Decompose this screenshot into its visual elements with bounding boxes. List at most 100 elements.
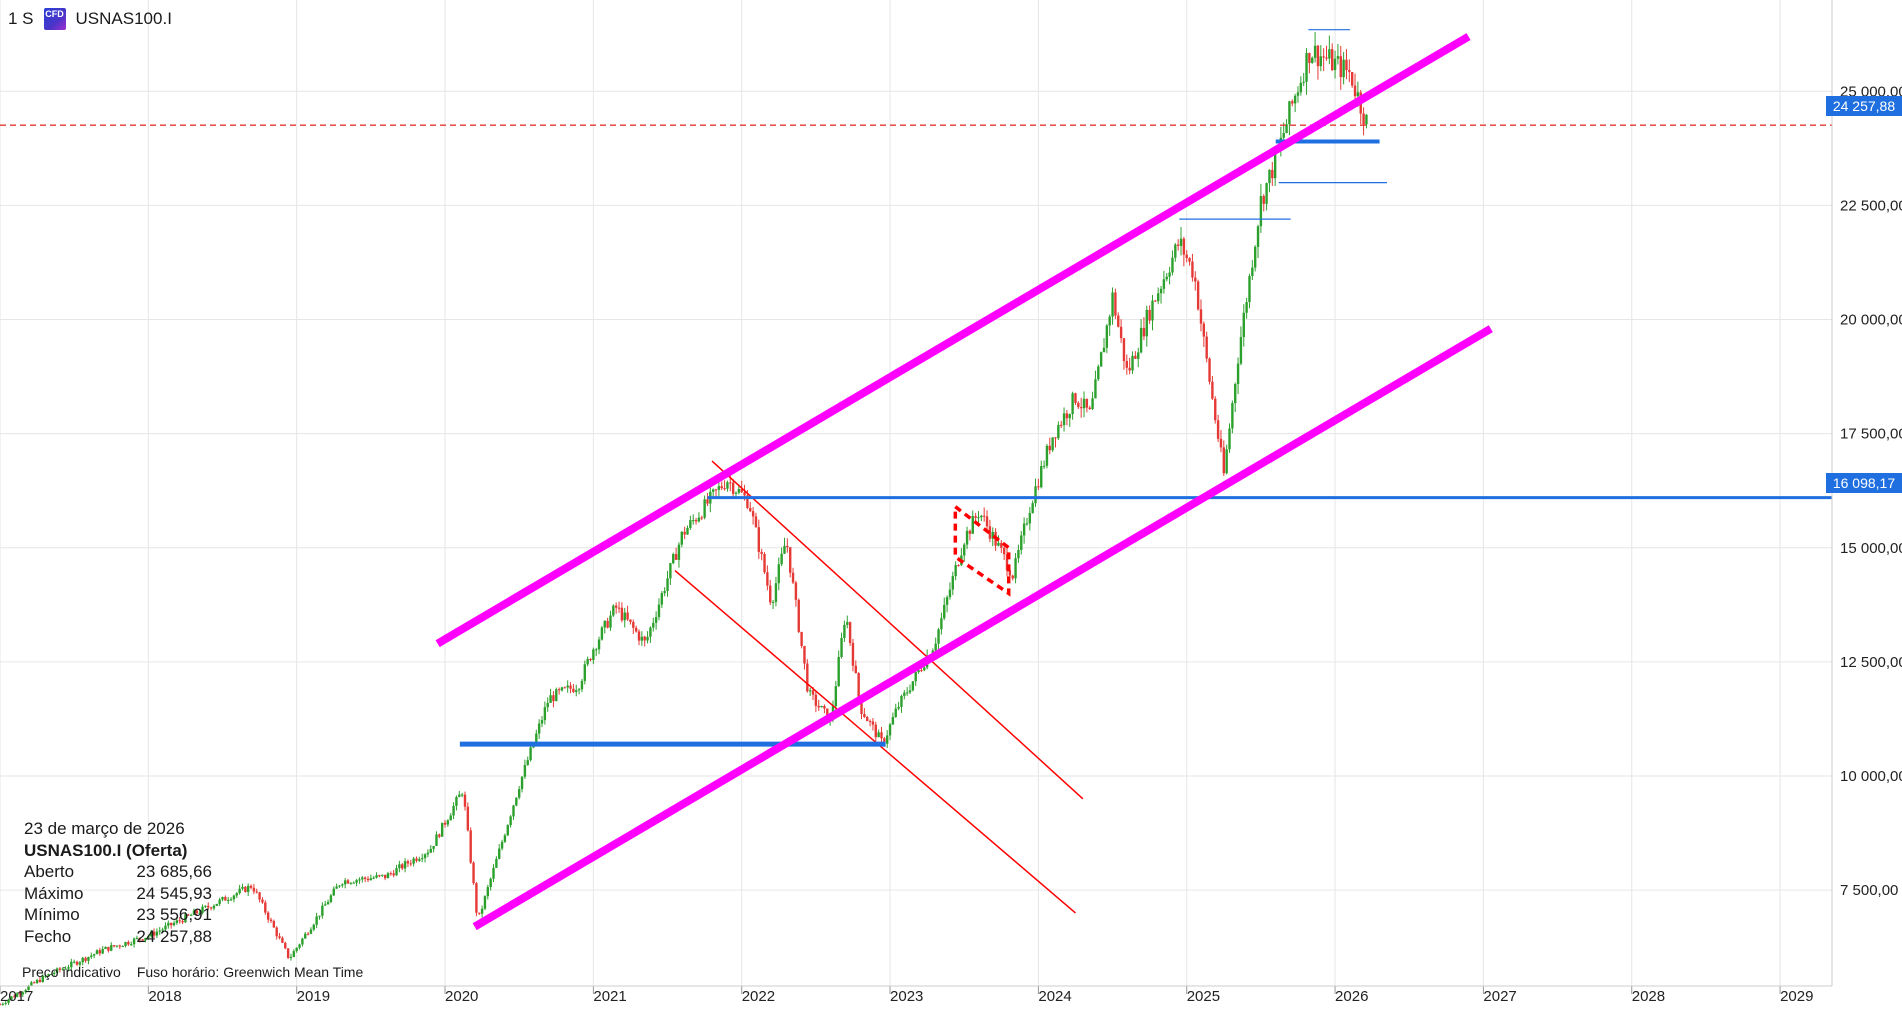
candle-body <box>480 908 484 914</box>
symbol-label[interactable]: USNAS100.I <box>75 9 172 28</box>
candle-body <box>783 545 786 554</box>
candle-body <box>917 670 920 673</box>
candle-body <box>1211 381 1214 399</box>
candle-body <box>903 692 906 696</box>
candle-body <box>1082 398 1086 409</box>
candle-body <box>475 883 478 913</box>
candle-body <box>1022 523 1026 536</box>
flag-pattern <box>953 503 1011 597</box>
candle-body <box>147 936 150 938</box>
candle-body <box>1117 315 1120 327</box>
candle-body <box>361 877 364 880</box>
candle-body <box>657 604 661 618</box>
candle-body <box>161 929 164 931</box>
candle-body <box>777 564 780 584</box>
candle-body <box>640 636 644 641</box>
candle-body <box>218 899 221 904</box>
candle-body <box>634 627 638 632</box>
candle-body <box>1191 261 1194 278</box>
candle-body <box>1331 49 1334 71</box>
candle-body <box>438 834 441 837</box>
candle-body <box>1079 407 1083 409</box>
candle-body <box>255 891 258 893</box>
candle-body <box>1216 420 1220 439</box>
candle-body <box>4 1002 7 1004</box>
candle-body <box>806 663 809 692</box>
candle-body <box>1042 465 1046 467</box>
candle-body <box>472 862 475 884</box>
candle-body <box>1002 547 1006 555</box>
candle-body <box>1159 288 1163 294</box>
candle-body <box>503 835 507 842</box>
candle-body <box>181 920 184 923</box>
support-level-tag: 16 098,17 <box>1826 473 1902 493</box>
candle-body <box>908 690 912 693</box>
candle-body <box>498 848 501 859</box>
candle-body <box>1214 398 1217 421</box>
candle-body <box>1071 393 1074 415</box>
candle-body <box>1174 244 1177 258</box>
candle-body <box>1188 258 1191 262</box>
candle-body <box>15 993 19 997</box>
candle-body <box>555 689 558 702</box>
candle-body <box>298 944 301 948</box>
candle-body <box>492 867 495 879</box>
candle-body <box>1342 59 1345 78</box>
candle-body <box>13 996 16 998</box>
candle-body <box>158 930 161 932</box>
candle-body <box>215 903 219 906</box>
candle-body <box>306 933 310 935</box>
candle-body <box>823 705 826 709</box>
channel-lower-line <box>472 325 1493 931</box>
candle-body <box>757 527 761 552</box>
candle-body <box>324 904 327 906</box>
info-row-open: Aberto 23 685,66 <box>24 861 212 883</box>
candle-body <box>229 899 233 901</box>
candle-body <box>289 956 293 958</box>
candle-body <box>1134 355 1137 359</box>
candle-body <box>1156 293 1160 302</box>
candle-body <box>697 517 701 522</box>
candle-body <box>55 968 59 973</box>
candle-body <box>643 636 646 641</box>
candle-body <box>1236 363 1240 385</box>
timeframe-label[interactable]: 1 S <box>8 9 34 28</box>
candle-body <box>535 733 538 744</box>
candle-body <box>1282 132 1285 138</box>
info-value: 24 545,93 <box>136 883 212 903</box>
candle-body <box>846 622 849 625</box>
candle-body <box>1333 58 1337 71</box>
candle-body <box>937 629 940 644</box>
candle-body <box>212 905 216 909</box>
candle-body <box>866 717 869 722</box>
candle-body <box>1051 437 1054 451</box>
candle-body <box>883 738 886 744</box>
candle-body <box>84 957 87 961</box>
chart-footer-note: Preço indicativo Fuso horário: Greenwich… <box>22 964 363 980</box>
candle-body <box>1199 309 1203 324</box>
candle-body <box>629 619 632 622</box>
candle-body <box>30 982 33 986</box>
candle-body <box>577 689 581 691</box>
candle-body <box>1088 407 1091 410</box>
candle-body <box>623 612 626 621</box>
candle-body <box>406 861 410 864</box>
candle-body <box>1185 254 1188 259</box>
candle-body <box>1313 45 1317 58</box>
candle-body <box>597 639 601 650</box>
candle-body <box>204 905 207 907</box>
candle-body <box>1231 403 1234 429</box>
candle-body <box>951 576 954 590</box>
candle-body <box>963 544 966 556</box>
candle-body <box>888 724 892 736</box>
candle-body <box>1017 549 1020 559</box>
candle-body <box>609 615 612 628</box>
candle-body <box>401 864 404 869</box>
candle-body <box>21 992 25 995</box>
candle-body <box>44 975 47 977</box>
candle-body <box>272 920 276 928</box>
x-tick-label: 2024 <box>1038 988 1071 1005</box>
candle-body <box>346 880 350 884</box>
candle-body <box>18 993 22 995</box>
